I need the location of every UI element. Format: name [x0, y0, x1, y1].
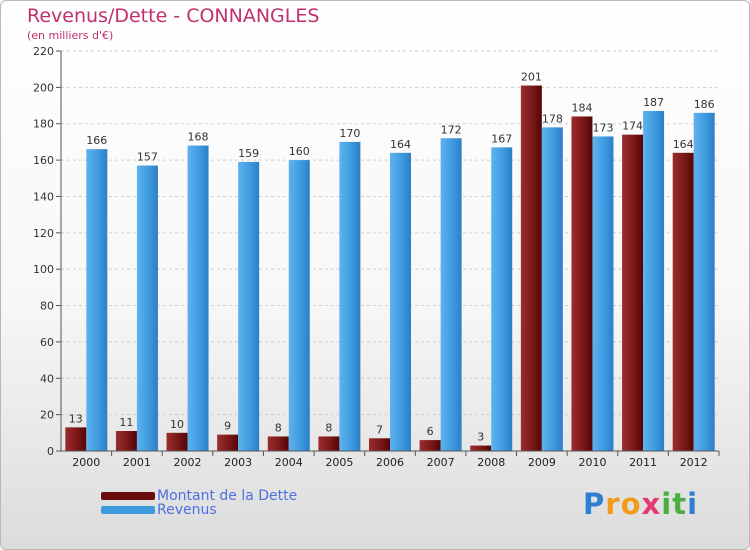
bar-dette	[267, 436, 289, 451]
bar-dette	[166, 432, 188, 451]
logo-letter: t	[672, 487, 688, 521]
data-label: 7	[376, 423, 383, 436]
y-tick-label: 80	[40, 300, 54, 313]
x-tick-label: 2012	[680, 456, 708, 469]
logo-letter: P	[583, 487, 606, 521]
data-label: 6	[427, 425, 434, 438]
x-tick-label: 2004	[275, 456, 303, 469]
data-label: 187	[643, 96, 664, 109]
y-tick-label: 40	[40, 372, 54, 385]
chart-subtitle: (en milliers d'€)	[27, 29, 114, 42]
y-tick-label: 160	[33, 154, 54, 167]
data-label: 9	[224, 420, 231, 433]
data-label: 167	[491, 132, 512, 145]
y-tick-label: 200	[33, 81, 54, 94]
logo-letter: o	[620, 487, 642, 521]
x-tick-label: 2008	[477, 456, 505, 469]
bar-dette	[65, 427, 87, 451]
bar-dette	[470, 445, 492, 451]
y-tick-label: 0	[47, 445, 54, 458]
y-tick-label: 60	[40, 336, 54, 349]
y-tick-label: 20	[40, 409, 54, 422]
legend-label-revenus: Revenus	[157, 502, 217, 518]
data-label: 164	[673, 138, 694, 151]
x-tick-label: 2007	[427, 456, 455, 469]
data-label: 186	[694, 98, 715, 111]
data-label: 13	[69, 412, 83, 425]
data-label: 172	[441, 123, 462, 136]
legend-swatch-dette	[101, 492, 155, 500]
x-tick-label: 2002	[174, 456, 202, 469]
bar-revenus	[592, 136, 614, 452]
data-label: 11	[119, 416, 133, 429]
bar-revenus	[643, 111, 665, 451]
bar-dette	[369, 438, 390, 451]
bar-revenus	[187, 145, 209, 451]
legend-label-dette: Montant de la Dette	[157, 488, 298, 504]
bar-revenus	[86, 149, 108, 451]
x-tick-label: 2011	[629, 456, 657, 469]
data-label: 168	[188, 131, 209, 144]
y-tick-label: 120	[33, 227, 54, 240]
bar-revenus	[541, 127, 563, 451]
proxiti-logo: Proxiti	[583, 487, 698, 521]
bar-dette	[571, 116, 593, 452]
data-label: 178	[542, 112, 563, 125]
chart-title: Revenus/Dette - CONNANGLES	[27, 5, 320, 27]
data-label: 201	[521, 71, 542, 84]
data-label: 184	[571, 101, 592, 114]
data-label: 8	[275, 421, 282, 434]
data-label: 8	[325, 421, 332, 434]
data-label: 173	[592, 121, 613, 134]
bar-dette	[622, 134, 644, 452]
bar-revenus	[440, 138, 462, 452]
data-label: 157	[137, 151, 158, 164]
logo-letter: i	[687, 487, 699, 521]
bar-revenus	[238, 161, 260, 451]
bar-revenus	[288, 160, 310, 451]
data-label: 166	[86, 134, 107, 147]
y-tick-label: 220	[33, 45, 54, 58]
bar-dette	[318, 436, 340, 451]
x-tick-label: 2000	[72, 456, 100, 469]
logo-letter: r	[605, 487, 621, 521]
x-tick-label: 2001	[123, 456, 151, 469]
bar-dette	[115, 431, 137, 451]
y-tick-label: 140	[33, 190, 54, 203]
logo-letter: i	[661, 487, 673, 521]
bar-dette	[672, 152, 694, 451]
data-label: 174	[622, 120, 643, 133]
data-label: 170	[339, 127, 360, 140]
bar-revenus	[136, 165, 158, 451]
bar-revenus	[491, 147, 513, 451]
bar-dette	[419, 440, 441, 451]
x-tick-label: 2010	[578, 456, 606, 469]
y-tick-label: 180	[33, 118, 54, 131]
y-tick-label: 100	[33, 263, 54, 276]
x-tick-label: 2005	[325, 456, 353, 469]
x-tick-label: 2009	[528, 456, 556, 469]
data-label: 3	[477, 431, 484, 444]
data-label: 10	[170, 418, 184, 431]
data-label: 159	[238, 147, 259, 160]
logo-letter: x	[641, 487, 662, 521]
bar-revenus	[693, 112, 715, 452]
bar-revenus	[339, 141, 361, 451]
bar-dette	[520, 85, 542, 451]
legend-swatch-revenus	[101, 506, 155, 514]
bar-dette	[217, 434, 239, 451]
bar-revenus	[390, 152, 411, 451]
x-tick-label: 2003	[224, 456, 252, 469]
data-label: 164	[390, 138, 411, 151]
x-tick-label: 2006	[376, 456, 404, 469]
data-label: 160	[289, 145, 310, 158]
